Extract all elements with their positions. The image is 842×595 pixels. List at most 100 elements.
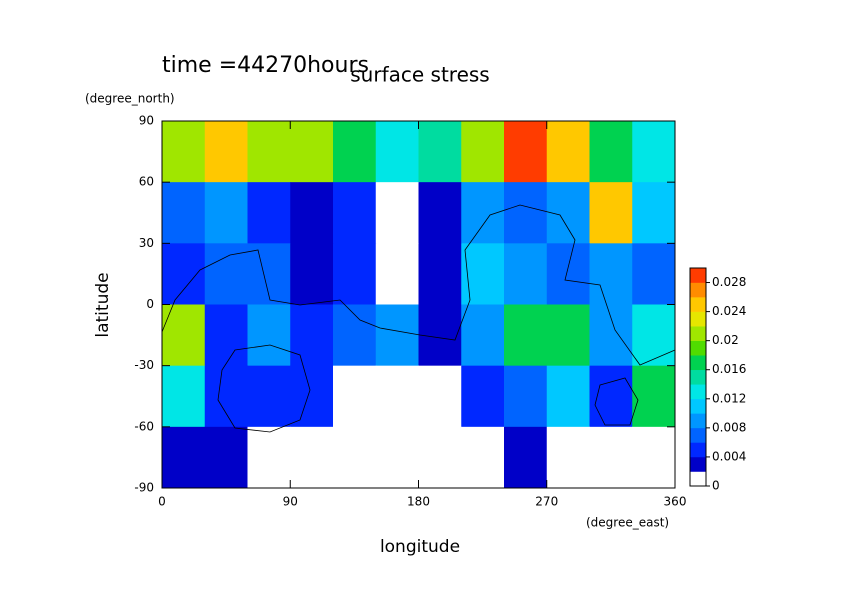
contour-cell <box>162 243 206 305</box>
contour-cell <box>204 121 248 183</box>
contour-cell <box>375 243 419 305</box>
colorbar-tick-label: 0 <box>712 479 720 493</box>
colorbar-tick-label: 0.016 <box>712 362 746 376</box>
colorbar-tick-label: 0.008 <box>712 420 746 434</box>
contour-cell <box>247 304 291 367</box>
x-axis-label: longitude <box>380 537 460 557</box>
contour-cell <box>632 182 676 244</box>
contour-cell <box>461 121 505 183</box>
contour-cell <box>247 182 291 244</box>
colorbar-swatch <box>690 326 706 341</box>
contour-cell <box>333 182 377 244</box>
contour-cell <box>375 182 419 244</box>
colorbar-swatch <box>690 297 706 312</box>
contour-cell <box>290 365 334 428</box>
contour-cell <box>162 121 206 183</box>
coastlines <box>161 204 676 433</box>
colorbar-tick-label: 0.02 <box>712 333 739 347</box>
contour-cell <box>375 121 419 183</box>
contour-cell <box>418 182 462 244</box>
y-tick-label: 0 <box>146 297 154 311</box>
contour-cell <box>375 304 419 367</box>
contour-cell <box>504 365 548 428</box>
contour-cell <box>504 243 548 305</box>
colorbar-swatch <box>690 427 706 443</box>
contour-cell <box>589 243 633 305</box>
contour-cell <box>546 243 590 305</box>
contour-cell <box>290 182 334 244</box>
contour-cell <box>546 121 590 183</box>
contour-cell <box>204 304 248 367</box>
colorbar-tick-label: 0.024 <box>712 304 746 318</box>
contour-cell <box>418 426 462 489</box>
colorbar-swatch <box>690 311 706 327</box>
contour-cell <box>589 365 633 428</box>
chart-title: surface stress <box>350 63 489 87</box>
contour-cell <box>589 121 633 183</box>
contour-cell <box>290 426 334 489</box>
contour-cell <box>461 182 505 244</box>
x-tick-label: 0 <box>158 495 166 509</box>
y-tick-label: 90 <box>139 114 154 128</box>
contour-cell <box>504 182 548 244</box>
colorbar-swatch <box>690 282 706 298</box>
colorbar-swatch <box>690 456 706 472</box>
y-tick-label: -30 <box>134 358 154 372</box>
colorbar-swatch <box>690 369 706 385</box>
contour-cell <box>546 182 590 244</box>
contour-cell <box>546 365 590 428</box>
colorbar <box>690 268 706 487</box>
contour-cell <box>290 243 334 305</box>
contour-cell <box>461 304 505 367</box>
contour-cell <box>333 365 377 428</box>
contour-cell <box>204 365 248 428</box>
colorbar-frame <box>689 267 707 487</box>
contour-cell <box>162 365 206 428</box>
x-tick-label: 360 <box>664 495 687 509</box>
contour-cell <box>247 426 291 489</box>
contour-cell <box>333 243 377 305</box>
contour-cell <box>546 426 590 489</box>
x-tick-label: 90 <box>283 495 298 509</box>
contour-cell <box>632 304 676 367</box>
contour-cell <box>546 304 590 367</box>
contour-cell <box>632 426 676 489</box>
x-tick-label: 180 <box>407 495 430 509</box>
contour-cell <box>333 304 377 367</box>
colorbar-tick-label: 0.004 <box>712 449 746 463</box>
colorbar-tick-label: 0.012 <box>712 391 746 405</box>
contour-cell <box>290 304 334 367</box>
y-tick-label: 30 <box>139 236 154 250</box>
contour-cell <box>418 121 462 183</box>
contour-cell <box>204 243 248 305</box>
contour-cell <box>589 304 633 367</box>
contour-cell <box>504 121 548 183</box>
contour-cell <box>162 304 206 367</box>
contour-cell <box>162 426 206 489</box>
contour-cell <box>290 121 334 183</box>
contour-cell <box>418 365 462 428</box>
y-tick-label: -60 <box>134 419 154 433</box>
contour-cell <box>418 243 462 305</box>
colorbar-swatch <box>690 413 706 429</box>
contour-cell <box>333 121 377 183</box>
y-tick-label: -90 <box>134 481 154 495</box>
subtitle: time =44270hours <box>162 53 369 78</box>
y-axis-label: latitude <box>93 272 113 337</box>
colorbar-swatch <box>690 398 706 414</box>
contour-cell <box>418 304 462 367</box>
colorbar-tick-label: 0.028 <box>712 275 746 289</box>
contour-cell <box>461 426 505 489</box>
colorbar-swatch <box>690 355 706 371</box>
contour-cell <box>162 182 206 244</box>
colorbar-swatch <box>690 268 706 283</box>
contour-cell <box>632 121 676 183</box>
contour-cell <box>461 365 505 428</box>
y-unit: (degree_north) <box>85 92 175 106</box>
contour-cell <box>589 182 633 244</box>
colorbar-swatch <box>690 471 706 487</box>
y-tick-label: 60 <box>139 175 154 189</box>
contour-cell <box>333 426 377 489</box>
